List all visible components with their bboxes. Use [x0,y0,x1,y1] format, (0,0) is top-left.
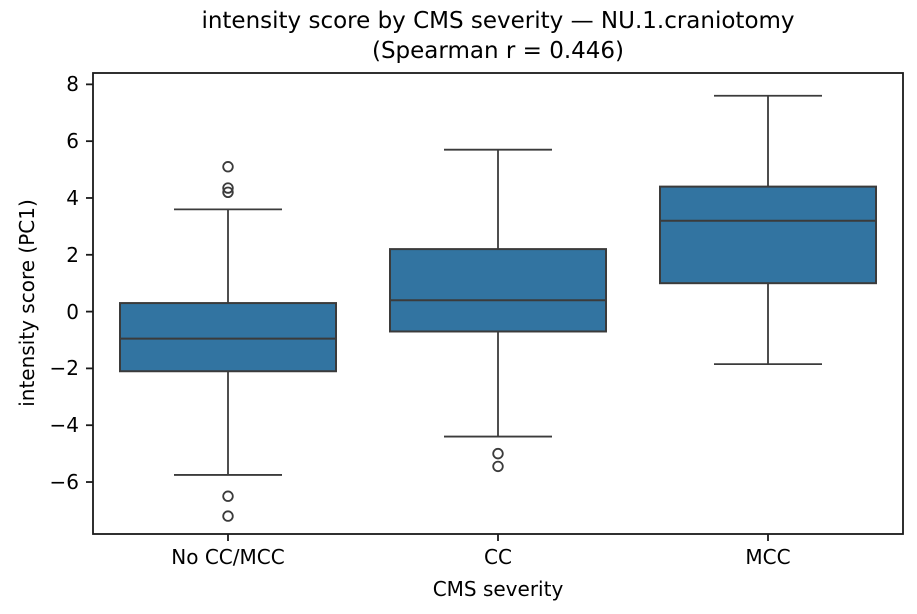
y-tick-label: −6 [49,470,79,495]
iqr-box [659,185,877,285]
y-tick-label: −4 [49,413,79,438]
chart-subtitle: (Spearman r = 0.446) [371,38,625,64]
outlier-point [222,161,234,173]
x-tick-label-mcc: MCC [745,545,791,569]
y-tick-label: −2 [49,356,79,381]
y-tick-label: 8 [66,72,79,97]
y-tick-label: 4 [66,185,79,210]
outlier-point [492,460,504,473]
outlier-point [222,510,234,522]
x-tick-label-cc: CC [484,545,512,569]
outlier-point [222,490,234,502]
x-tick-label-no-cc-mcc: No CC/MCC [171,545,285,569]
outlier-point [222,182,234,194]
chart-title: intensity score by CMS severity — NU.1.c… [201,8,795,34]
outlier-point [492,447,504,460]
y-tick-label: 2 [66,242,79,267]
y-tick-label: 0 [66,299,79,324]
outlier-point [222,186,234,198]
iqr-box [119,302,337,373]
x-axis-label: CMS severity [432,577,564,601]
iqr-box [389,248,607,333]
y-tick-label: 6 [66,129,79,154]
